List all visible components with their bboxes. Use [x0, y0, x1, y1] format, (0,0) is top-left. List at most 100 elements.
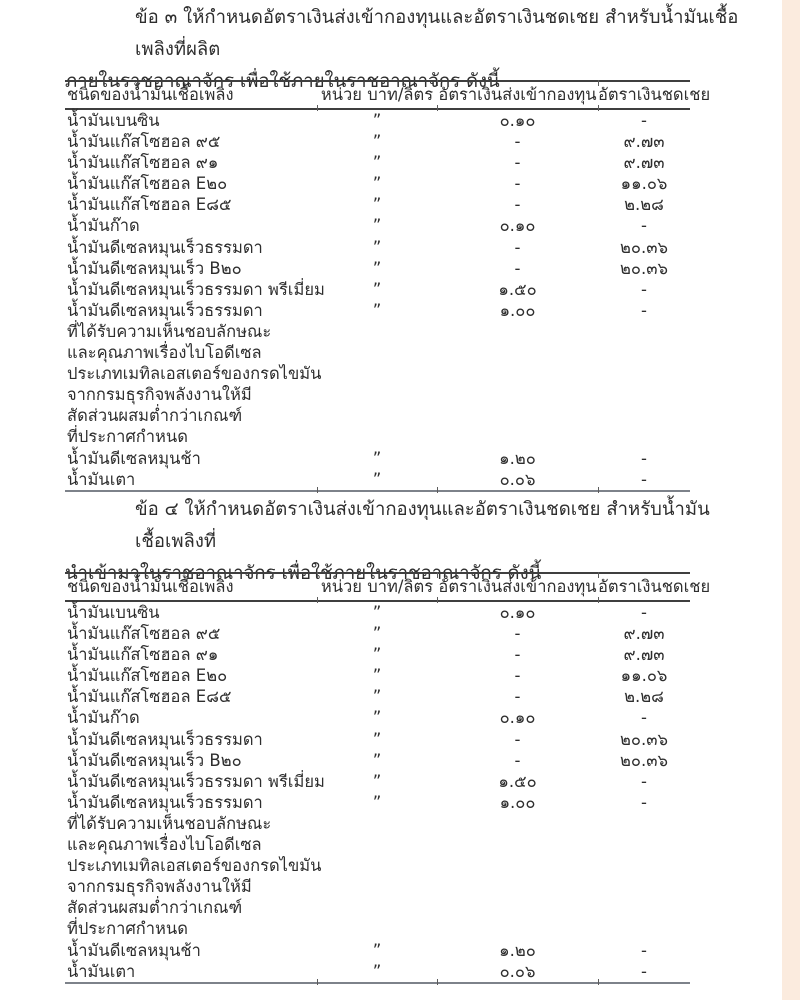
fuel-name-line: ที่ได้รับความเห็นชอบลักษณะ: [67, 321, 272, 341]
compensation-rate-cell: ๒๐.๓๖: [620, 750, 668, 770]
col-header-compensation-rate: อัตราเงินชดเชย: [598, 572, 710, 602]
fuel-name-line: น้ำมันก๊าด: [67, 216, 140, 236]
compensation-rate-cell: ๒.๒๘: [624, 195, 664, 215]
fund-rate-cell: -: [514, 258, 521, 278]
fuel-name-line: น้ำมันดีเซลหมุนเร็ว B๒๐: [67, 750, 242, 770]
unit-ditto-cell: ”: [372, 771, 382, 791]
fuel-name-line: ที่ประกาศกำหนด: [67, 427, 188, 447]
fuel-name-cell: น้ำมันแก๊สโซฮอล E๒๐: [65, 665, 317, 686]
compensation-rate-cell: -: [641, 792, 647, 812]
column-border-tick: [598, 487, 599, 493]
fund-rate-cell: ๑.๕๐: [498, 279, 537, 299]
table-row: น้ำมันดีเซลหมุนเร็ว B๒๐ ” - ๒๐.๓๖: [65, 258, 690, 279]
compensation-rate-cell: ๙.๗๓: [623, 153, 665, 173]
fuel-name-cell: น้ำมันเตา: [65, 960, 317, 984]
fund-rate-cell: ๑.๐๐: [499, 792, 536, 812]
fuel-name-cell: น้ำมันแก๊สโซฮอล E๘๕: [65, 686, 317, 707]
unit-ditto-cell: ”: [372, 666, 382, 686]
table-row: น้ำมันดีเซลหมุนเร็วธรรมดา พรีเมี่ยม ” ๑.๕๐…: [65, 771, 690, 792]
table-row: น้ำมันดีเซลหมุนเร็วธรรมดา ” - ๒๐.๓๖: [65, 237, 690, 258]
fuel-name-line: น้ำมันแก๊สโซฮอล E๘๕: [67, 195, 232, 215]
fuel-name-line: และคุณภาพเรื่องไบโอดีเซล: [67, 343, 262, 363]
unit-ditto-cell: ”: [372, 603, 382, 622]
table-row: น้ำมันก๊าด ” ๐.๑๐ -: [65, 707, 690, 728]
unit-ditto-cell: ”: [372, 279, 382, 299]
fuel-name-line: น้ำมันเตา: [67, 469, 136, 489]
fuel-name-line: น้ำมันดีเซลหมุนเร็ว B๒๐: [67, 258, 242, 278]
fund-rate-cell: ๐.๐๖: [437, 468, 598, 492]
fuel-name-line: น้ำมันดีเซลหมุนเร็วธรรมดา: [67, 729, 263, 749]
fuel-name-cell: น้ำมันแก๊สโซฮอล ๙๑: [65, 644, 317, 665]
fuel-name-line: น้ำมันดีเซลหมุนเร็วธรรมดา พรีเมี่ยม: [67, 771, 325, 791]
fuel-name-cell: น้ำมันก๊าด: [65, 215, 317, 236]
unit-ditto-cell: ”: [372, 448, 382, 468]
compensation-rate-cell: ๒๐.๓๖: [620, 258, 668, 278]
col-header-fund-rate: อัตราเงินส่งเข้ากองทุน: [437, 572, 598, 602]
col-header-fuel-type: ชนิดของน้ำมันเชื้อเพลิง: [65, 572, 317, 602]
unit-ditto-cell: ”: [372, 645, 382, 665]
unit-ditto-cell: ”: [372, 750, 382, 770]
table-row: น้ำมันดีเซลหมุนเร็วธรรมดา พรีเมี่ยม ” ๑.๕๐…: [65, 279, 690, 300]
table-row: น้ำมันเบนซิน ” ๐.๑๐ -: [65, 601, 690, 623]
fuel-name-line: น้ำมันเบนซิน: [67, 603, 160, 622]
col-header-unit: หน่วย บาท/ลิตร: [317, 572, 437, 602]
fund-rate-cell: -: [514, 153, 521, 173]
fund-rate-cell: ๑.๒๐: [499, 448, 536, 468]
table-row: น้ำมันเตา ” ๐.๐๖-: [65, 468, 690, 492]
fuel-name-line: น้ำมันดีเซลหมุนช้า: [67, 940, 201, 960]
fuel-name-cell: น้ำมันแก๊สโซฮอล ๙๕: [65, 131, 317, 152]
table-row: น้ำมันแก๊สโซฮอล ๙๑ ” - ๙.๗๓: [65, 644, 690, 665]
unit-ditto-cell: ”: [372, 195, 382, 215]
table-row: น้ำมันแก๊สโซฮอล ๙๕ ” - ๙.๗๓: [65, 623, 690, 644]
fuel-name-line: ที่ประกาศกำหนด: [67, 919, 188, 939]
fund-rate-cell: ๑.๒๐: [499, 940, 536, 960]
production-fuel-rate-table: ชนิดของน้ำมันเชื้อเพลิง หน่วย บาท/ลิตร อ…: [65, 80, 710, 492]
compensation-rate-cell: -: [641, 708, 647, 728]
column-border-tick: [437, 979, 438, 985]
fund-rate-cell: ๐.๐๖: [437, 960, 598, 984]
compensation-rate-cell: ๑๑.๐๖: [620, 666, 668, 686]
fuel-name-line: ที่ได้รับความเห็นชอบลักษณะ: [67, 813, 272, 833]
col-header-unit: หน่วย บาท/ลิตร: [317, 80, 437, 110]
fuel-name-line: น้ำมันแก๊สโซฮอล E๒๐: [67, 174, 228, 194]
fund-rate-cell: ๐.๑๐: [499, 708, 536, 728]
table-row: น้ำมันดีเซลหมุนเร็ว B๒๐ ” - ๒๐.๓๖: [65, 750, 690, 771]
compensation-rate-cell: ๑๑.๐๖: [620, 174, 668, 194]
table-row: น้ำมันแก๊สโซฮอล E๒๐ ” - ๑๑.๐๖: [65, 665, 690, 686]
compensation-rate-cell: -: [598, 468, 690, 492]
fuel-name-cell: น้ำมันก๊าด: [65, 707, 317, 728]
fuel-name-cell: น้ำมันดีเซลหมุนเร็ว B๒๐: [65, 258, 317, 279]
table-row: น้ำมันดีเซลหมุนเร็วธรรมดา ” - ๒๐.๓๖: [65, 729, 690, 750]
table-row: น้ำมันแก๊สโซฮอล E๘๕ ” - ๒.๒๘: [65, 194, 690, 215]
compensation-rate-cell: -: [641, 300, 647, 320]
unit-ditto-cell: ”: [317, 468, 437, 492]
fuel-name-cell: น้ำมันแก๊สโซฮอล ๙๑: [65, 152, 317, 173]
unit-ditto-cell: ”: [372, 237, 382, 257]
table-row: น้ำมันเบนซิน ” ๐.๑๐ -: [65, 109, 690, 131]
unit-ditto-cell: ”: [372, 132, 382, 152]
column-border-tick: [317, 105, 318, 111]
fund-rate-cell: -: [514, 687, 521, 707]
fuel-name-line: น้ำมันแก๊สโซฮอล ๙๕: [67, 624, 221, 644]
fuel-name-line: น้ำมันดีเซลหมุนเร็วธรรมดา: [67, 237, 263, 257]
fund-rate-cell: -: [514, 237, 521, 257]
col-header-fuel-type: ชนิดของน้ำมันเชื้อเพลิง: [65, 80, 317, 110]
fund-rate-cell: -: [514, 729, 521, 749]
column-border-tick: [598, 979, 599, 985]
fuel-name-line: น้ำมันดีเซลหมุนเร็วธรรมดา: [67, 300, 263, 320]
column-border-tick: [317, 80, 318, 86]
fuel-name-cell: น้ำมันดีเซลหมุนเร็วธรรมดา: [65, 237, 317, 258]
fund-rate-cell: ๑.๕๐: [498, 771, 537, 791]
table-row: น้ำมันแก๊สโซฮอล E๒๐ ” - ๑๑.๐๖: [65, 173, 690, 194]
compensation-rate-cell: ๙.๗๓: [623, 132, 665, 152]
column-border-tick: [317, 597, 318, 603]
fuel-name-line: น้ำมันแก๊สโซฮอล E๒๐: [67, 666, 228, 686]
column-border-tick: [437, 105, 438, 111]
column-border-tick: [598, 572, 599, 578]
fuel-name-cell: น้ำมันแก๊สโซฮอล E๘๕: [65, 194, 317, 215]
fuel-name-line: น้ำมันดีเซลหมุนเร็วธรรมดา พรีเมี่ยม: [67, 279, 325, 299]
fuel-name-line: น้ำมันเตา: [67, 961, 136, 981]
compensation-rate-cell: -: [641, 603, 647, 622]
fund-rate-cell: ๐.๑๐: [499, 111, 536, 130]
table-row: น้ำมันดีเซลหมุนเร็วธรรมดา ที่ได้รับความเห…: [65, 300, 690, 448]
